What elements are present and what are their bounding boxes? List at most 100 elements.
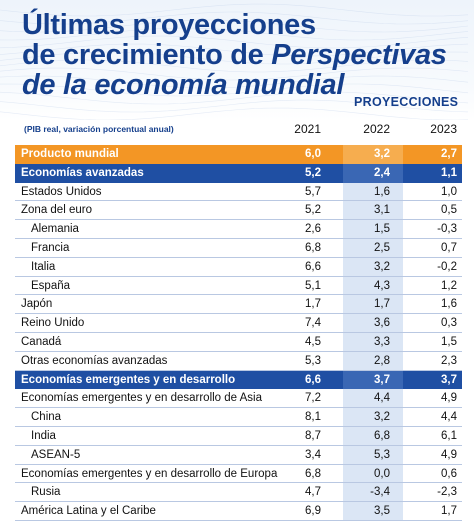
column-2022-band (343, 238, 403, 257)
value-2022: 3,1 (374, 204, 390, 217)
value-2022: 4,3 (374, 279, 390, 292)
grid-pattern (0, 3, 469, 120)
value-2022: 1,5 (374, 223, 390, 236)
value-2021: 6,9 (305, 505, 321, 518)
value-2021: 3,4 (305, 448, 321, 461)
column-2022-band (343, 145, 403, 164)
column-2022-band (343, 445, 403, 464)
column-2022-band (343, 483, 403, 502)
table-row: América Latina y el Caribe 6,9 3,5 1,7 (15, 502, 462, 521)
table-row: China 8,1 3,2 4,4 (15, 408, 462, 427)
title-line-3: de la economía mundial (22, 70, 462, 100)
row-label: ASEAN-5 (31, 448, 81, 461)
row-label: Alemania (31, 223, 79, 236)
row-label: Economías emergentes y en desarrollo de … (21, 392, 262, 405)
value-2022: 5,3 (374, 448, 390, 461)
value-2021: 5,2 (305, 166, 321, 179)
table-row: India 8,7 6,8 6,1 (15, 426, 462, 446)
title-line-2-italic: Perspectivas (271, 39, 447, 71)
value-2022: 4,4 (374, 392, 390, 405)
value-2021: 4,7 (305, 486, 321, 499)
row-label: India (31, 429, 56, 442)
table-row: Rusia 4,7 -3,4 -2,3 (15, 483, 462, 503)
row-label: Francia (31, 241, 70, 254)
value-2023: 1,5 (441, 335, 457, 348)
row-label: Japón (21, 298, 53, 311)
column-2022-band (343, 163, 403, 183)
year-header-2023: 2023 (430, 122, 457, 136)
value-2023: 1,1 (441, 166, 457, 179)
value-2023: 0,6 (441, 467, 457, 480)
column-2022-band (343, 408, 403, 426)
value-2023: 2,3 (441, 354, 457, 367)
value-2021: 8,1 (305, 411, 321, 424)
table-row: Japón 1,7 1,7 1,6 (15, 295, 462, 315)
column-2022-band (343, 182, 403, 201)
column-2022-band (343, 370, 403, 390)
column-2022-band (343, 502, 403, 520)
row-label: Otras economías avanzadas (21, 354, 168, 367)
value-2022: 3,2 (374, 260, 390, 273)
value-2023: 2,7 (441, 148, 457, 160)
value-2021: 6,6 (305, 373, 321, 386)
column-2022-band (343, 276, 403, 295)
row-label: América Latina y el Caribe (21, 505, 156, 518)
value-2023: 0,5 (441, 204, 457, 217)
projections-tag: PROYECCIONES (354, 95, 459, 109)
value-2022: 3,2 (374, 411, 390, 424)
table-row: Canadá 4,5 3,3 1,5 (15, 332, 462, 352)
table-row: Otras economías avanzadas 5,3 2,8 2,3 (15, 351, 462, 371)
value-2022: -3,4 (370, 486, 390, 499)
row-label: Economías emergentes y en desarrollo de … (21, 467, 278, 480)
value-2023: 1,2 (441, 279, 457, 292)
value-2021: 6,8 (305, 467, 321, 480)
column-2022-band (343, 426, 403, 445)
value-2023: 1,7 (441, 505, 457, 518)
column-2022-band (343, 257, 403, 276)
value-2023: 3,7 (441, 373, 457, 386)
row-label: Italia (31, 260, 56, 273)
value-2022: 3,7 (374, 373, 390, 386)
value-2021: 5,1 (305, 279, 321, 292)
title-line-2-text: de crecimiento de (22, 39, 272, 71)
table-row: Francia 6,8 2,5 0,7 (15, 238, 462, 258)
value-2021: 7,4 (305, 317, 321, 330)
row-label: España (31, 279, 71, 292)
value-2022: 2,4 (374, 166, 390, 179)
row-label: Economías emergentes y en desarrollo (21, 373, 236, 386)
title-line-3-italic: de la economía mundial (22, 69, 345, 101)
value-2023: 6,1 (441, 429, 457, 442)
value-2021: 5,7 (305, 185, 321, 198)
value-2023: 0,7 (441, 241, 457, 254)
value-2022: 2,5 (374, 241, 390, 254)
row-label: Economías avanzadas (21, 166, 144, 179)
value-2023: 1,6 (441, 298, 457, 311)
row-label: Estados Unidos (21, 185, 102, 198)
table-row: Italia 6,6 3,2 -0,2 (15, 257, 462, 277)
value-2022: 3,3 (374, 335, 390, 348)
value-2023: 4,4 (441, 411, 457, 424)
table-row: ASEAN-5 3,4 5,3 4,9 (15, 445, 462, 465)
value-2023: 4,9 (441, 392, 457, 405)
value-2022: 6,8 (374, 429, 390, 442)
value-2022: 3,2 (374, 148, 390, 160)
row-label: Canadá (21, 335, 62, 348)
value-2023: -0,3 (437, 223, 457, 236)
value-2021: 1,7 (305, 298, 321, 311)
value-2021: 5,3 (305, 354, 321, 367)
page-title: Últimas proyecciones de crecimiento de P… (22, 10, 462, 100)
value-2022: 3,6 (374, 317, 390, 330)
column-2022-band (343, 314, 403, 332)
year-header-2022: 2022 (363, 122, 390, 136)
table-row: Estados Unidos 5,7 1,6 1,0 (15, 182, 462, 202)
value-2021: 6,8 (305, 241, 321, 254)
column-2022-band (343, 295, 403, 314)
column-2022-band (343, 389, 403, 408)
row-label: Reino Unido (21, 317, 85, 330)
table-row: Alemania 2,6 1,5 -0,3 (15, 220, 462, 239)
value-2022: 1,6 (374, 185, 390, 198)
value-2021: 5,2 (305, 204, 321, 217)
value-2023: 0,3 (441, 317, 457, 330)
value-2023: 4,9 (441, 448, 457, 461)
year-header-2021: 2021 (294, 122, 321, 136)
